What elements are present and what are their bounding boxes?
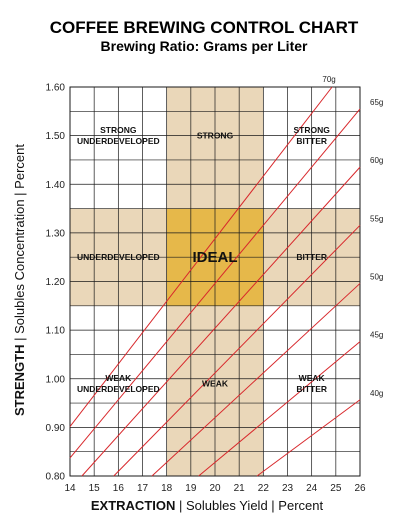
brewing-ratio-labels: 70g 65g 60g 55g 50g 45g 40g <box>322 75 383 398</box>
region-label: BITTER <box>296 384 327 394</box>
region-label: BITTER <box>296 136 327 146</box>
ratio-label: 70g <box>322 75 335 84</box>
y-tick-label: 1.10 <box>46 326 66 337</box>
region-label: WEAK <box>105 373 132 383</box>
x-axis-ticks: 14 15 16 17 18 19 20 21 22 23 24 25 26 <box>64 483 366 494</box>
chart-grid <box>69 86 361 477</box>
x-axis-unit: Percent <box>278 498 323 513</box>
x-tick-label: 15 <box>89 483 101 494</box>
y-axis-separator: | <box>12 334 27 341</box>
y-axis-unit: Percent <box>12 144 27 189</box>
y-axis-separator-2: | <box>12 189 27 196</box>
region-label: WEAK <box>299 373 326 383</box>
y-tick-label: 1.50 <box>46 131 66 142</box>
x-tick-label: 19 <box>185 483 197 494</box>
y-tick-label: 1.60 <box>46 83 66 94</box>
x-tick-label: 23 <box>282 483 294 494</box>
y-axis-label: STRENGTH | Solubles Concentration | Perc… <box>12 144 27 416</box>
chart-title: COFFEE BREWING CONTROL CHART <box>50 18 359 37</box>
ratio-line <box>69 86 333 427</box>
x-tick-label: 14 <box>64 483 76 494</box>
region-label: STRONG <box>197 131 234 141</box>
ratio-line <box>69 108 361 459</box>
y-tick-label: 0.90 <box>46 423 66 434</box>
x-axis-label-sub: Solubles Yield <box>186 498 268 513</box>
ratio-line <box>151 283 361 477</box>
ratio-line <box>198 341 361 477</box>
y-axis-label-main: STRENGTH <box>12 344 27 416</box>
y-axis-label-sub: Solubles Concentration <box>12 199 27 333</box>
region-label: WEAK <box>202 379 229 389</box>
ratio-label: 45g <box>370 331 383 340</box>
y-tick-label: 1.20 <box>46 277 66 288</box>
x-axis-label: EXTRACTION | Solubles Yield | Percent <box>91 498 324 513</box>
x-tick-label: 18 <box>161 483 173 494</box>
region-label: UNDERDEVELOPED <box>77 384 160 394</box>
region-label: UNDERDEVELOPED <box>77 252 160 262</box>
y-axis-ticks: 0.80 0.90 1.00 1.10 1.20 1.30 1.40 1.50 1.60 <box>46 83 66 483</box>
ratio-line <box>81 166 361 477</box>
x-tick-label: 25 <box>330 483 342 494</box>
plot-frame <box>69 86 361 477</box>
x-tick-label: 21 <box>234 483 246 494</box>
x-tick-label: 26 <box>354 483 366 494</box>
region-labels: STRONGUNDERDEVELOPEDSTRONGSTRONGBITTERUN… <box>77 125 330 394</box>
x-tick-label: 20 <box>209 483 221 494</box>
y-tick-label: 1.40 <box>46 180 66 191</box>
ratio-label: 55g <box>370 214 383 223</box>
region-label: UNDERDEVELOPED <box>77 136 160 146</box>
ratio-label: 50g <box>370 272 383 281</box>
ratio-line <box>113 224 361 477</box>
ratio-label: 40g <box>370 389 383 398</box>
brewing-ratio-lines <box>69 86 361 477</box>
region-label: STRONG <box>293 125 330 135</box>
x-tick-label: 16 <box>113 483 125 494</box>
ratio-label: 60g <box>370 156 383 165</box>
y-tick-label: 1.30 <box>46 228 66 239</box>
region-label: STRONG <box>100 125 137 135</box>
x-tick-label: 17 <box>137 483 149 494</box>
x-axis-label-main: EXTRACTION <box>91 498 176 513</box>
y-tick-label: 0.80 <box>46 472 66 483</box>
ratio-line <box>256 399 361 477</box>
y-tick-label: 1.00 <box>46 374 66 385</box>
chart-subtitle: Brewing Ratio: Grams per Liter <box>101 38 308 54</box>
region-label: BITTER <box>296 252 327 262</box>
region-label-ideal: IDEAL <box>193 249 238 266</box>
x-axis-separator-2: | <box>271 498 278 513</box>
x-tick-label: 24 <box>306 483 318 494</box>
x-axis-separator: | <box>179 498 186 513</box>
ratio-label: 65g <box>370 98 383 107</box>
x-tick-label: 22 <box>258 483 270 494</box>
